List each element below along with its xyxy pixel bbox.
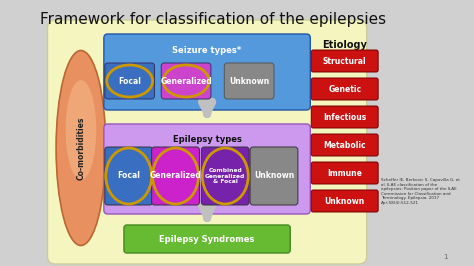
FancyBboxPatch shape bbox=[311, 106, 378, 128]
Text: Seizure types*: Seizure types* bbox=[173, 46, 242, 55]
Text: Co-morbidities: Co-morbidities bbox=[76, 116, 85, 180]
Text: Generalized: Generalized bbox=[150, 172, 201, 181]
Text: Epilepsy types: Epilepsy types bbox=[173, 135, 242, 144]
Text: Structural: Structural bbox=[323, 56, 366, 65]
FancyBboxPatch shape bbox=[201, 147, 249, 205]
Ellipse shape bbox=[65, 80, 96, 180]
FancyBboxPatch shape bbox=[47, 20, 367, 264]
FancyBboxPatch shape bbox=[311, 190, 378, 212]
FancyBboxPatch shape bbox=[152, 147, 200, 205]
Text: Metabolic: Metabolic bbox=[323, 140, 366, 149]
Text: Focal: Focal bbox=[118, 77, 141, 85]
FancyBboxPatch shape bbox=[250, 147, 298, 205]
Text: Genetic: Genetic bbox=[328, 85, 361, 94]
Text: Infectious: Infectious bbox=[323, 113, 366, 122]
Text: Framework for classification of the epilepsies: Framework for classification of the epil… bbox=[40, 12, 386, 27]
FancyBboxPatch shape bbox=[104, 124, 310, 214]
FancyBboxPatch shape bbox=[224, 63, 274, 99]
Text: Focal: Focal bbox=[117, 172, 140, 181]
FancyBboxPatch shape bbox=[311, 134, 378, 156]
Text: Scheffer IE, Berkovic S, Capovilla G, et
al. ILAE classification of the
epilepsi: Scheffer IE, Berkovic S, Capovilla G, et… bbox=[381, 178, 460, 205]
FancyBboxPatch shape bbox=[311, 78, 378, 100]
FancyBboxPatch shape bbox=[105, 63, 155, 99]
FancyBboxPatch shape bbox=[161, 63, 211, 99]
Text: Unknown: Unknown bbox=[254, 172, 294, 181]
FancyBboxPatch shape bbox=[105, 147, 153, 205]
FancyBboxPatch shape bbox=[311, 162, 378, 184]
Text: Immune: Immune bbox=[327, 168, 362, 177]
Text: Generalized: Generalized bbox=[160, 77, 212, 85]
Text: Etiology: Etiology bbox=[322, 40, 367, 50]
FancyBboxPatch shape bbox=[124, 225, 290, 253]
Text: Combined
Generalized
& Focal: Combined Generalized & Focal bbox=[205, 168, 246, 184]
FancyBboxPatch shape bbox=[104, 34, 310, 110]
Text: Unknown: Unknown bbox=[325, 197, 365, 206]
Text: Unknown: Unknown bbox=[229, 77, 269, 85]
Text: 1: 1 bbox=[444, 254, 448, 260]
Text: Epilepsy Syndromes: Epilepsy Syndromes bbox=[159, 235, 255, 243]
FancyBboxPatch shape bbox=[311, 50, 378, 72]
Ellipse shape bbox=[56, 51, 106, 246]
